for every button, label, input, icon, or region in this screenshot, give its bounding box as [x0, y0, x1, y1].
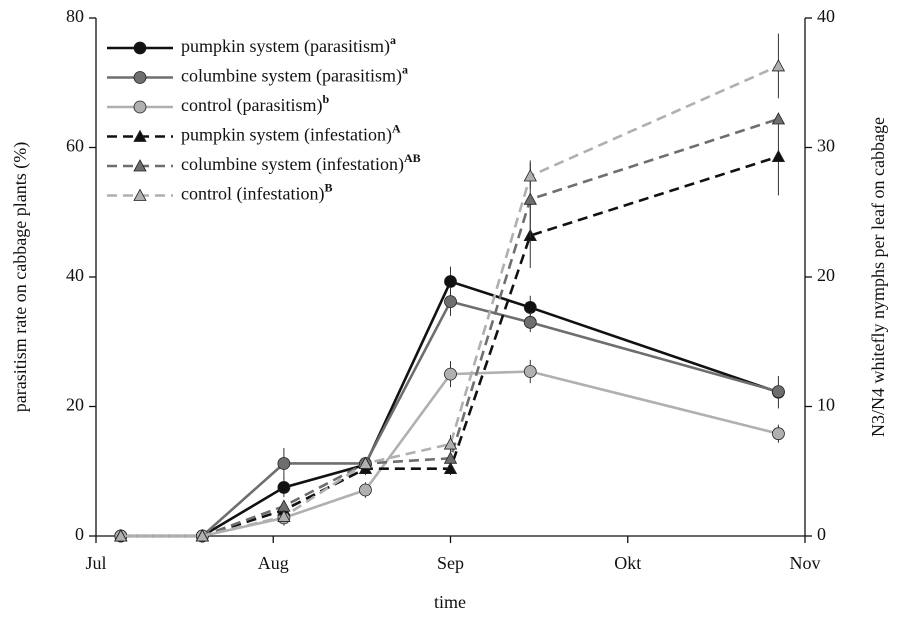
- legend-name: control (infestation): [181, 184, 324, 205]
- marker: [444, 367, 457, 381]
- legend-superscript: B: [324, 180, 332, 194]
- y2-tick-label: 10: [817, 395, 835, 415]
- marker: [277, 499, 291, 512]
- marker: [444, 275, 457, 288]
- x-tick-label: Sep: [437, 553, 464, 573]
- marker: [443, 451, 458, 464]
- legend-label: control (infestation)B: [181, 180, 332, 204]
- y2-tick-label: 30: [817, 136, 835, 156]
- legend-superscript: AB: [404, 151, 421, 165]
- legend-name: columbine system (infestation): [181, 154, 404, 175]
- y2-tick-label: 0: [817, 524, 826, 544]
- legend-name: pumpkin system (infestation): [181, 125, 392, 146]
- y2-tick-label: 20: [817, 265, 835, 285]
- marker: [771, 149, 786, 162]
- legend-marker: [133, 41, 147, 55]
- marker: [772, 385, 785, 399]
- x-tick-label: Jul: [85, 553, 106, 573]
- legend-superscript: b: [322, 92, 329, 106]
- legend-marker: [133, 100, 147, 114]
- legend-label: control (parasitism)b: [181, 92, 329, 116]
- y-tick-label: 20: [66, 395, 84, 415]
- legend-name: pumpkin system (parasitism): [181, 36, 390, 57]
- legend-marker: [133, 159, 147, 172]
- marker: [444, 295, 457, 309]
- x-tick-label: Aug: [258, 553, 289, 573]
- y2-tick-label: 40: [817, 6, 835, 26]
- marker: [523, 192, 537, 205]
- series-line: [120, 300, 779, 538]
- marker: [771, 59, 786, 72]
- legend-label: pumpkin system (infestation)A: [181, 121, 401, 145]
- legend-marker: [133, 71, 147, 84]
- x-axis-label: time: [434, 592, 466, 612]
- marker: [277, 509, 291, 522]
- marker: [358, 456, 373, 469]
- legend-name: columbine system (parasitism): [181, 66, 402, 87]
- marker: [443, 437, 458, 450]
- marker: [359, 483, 372, 497]
- marker: [195, 529, 210, 542]
- y-tick-label: 80: [66, 6, 84, 26]
- marker: [523, 365, 537, 378]
- x-tick-label: Nov: [790, 553, 821, 573]
- y-tick-label: 40: [66, 265, 84, 285]
- marker: [114, 529, 128, 542]
- marker: [772, 427, 785, 441]
- marker: [523, 169, 537, 182]
- marker: [277, 481, 291, 494]
- x-tick-label: Okt: [614, 553, 641, 573]
- legend-label: columbine system (infestation)AB: [181, 151, 421, 175]
- y-tick-label: 60: [66, 136, 84, 156]
- marker: [523, 315, 537, 329]
- y2-axis-label: N3/N4 whitefly nymphs per leaf on cabbag…: [868, 117, 888, 437]
- marker: [523, 301, 537, 314]
- marker: [443, 461, 458, 475]
- legend-label: pumpkin system (parasitism)a: [181, 33, 396, 57]
- y-axis-label: parasitism rate on cabbage plants (%): [10, 142, 31, 412]
- marker: [771, 112, 786, 125]
- legend-marker: [133, 129, 147, 142]
- legend-superscript: a: [390, 33, 396, 47]
- legend-marker: [133, 188, 147, 201]
- legend-superscript: a: [402, 62, 408, 76]
- legend-superscript: A: [392, 121, 401, 135]
- y-tick-label: 0: [75, 524, 84, 544]
- legend-label: columbine system (parasitism)a: [181, 62, 408, 86]
- series-line: [120, 155, 779, 538]
- marker: [277, 457, 291, 470]
- legend-name: control (parasitism): [181, 95, 322, 116]
